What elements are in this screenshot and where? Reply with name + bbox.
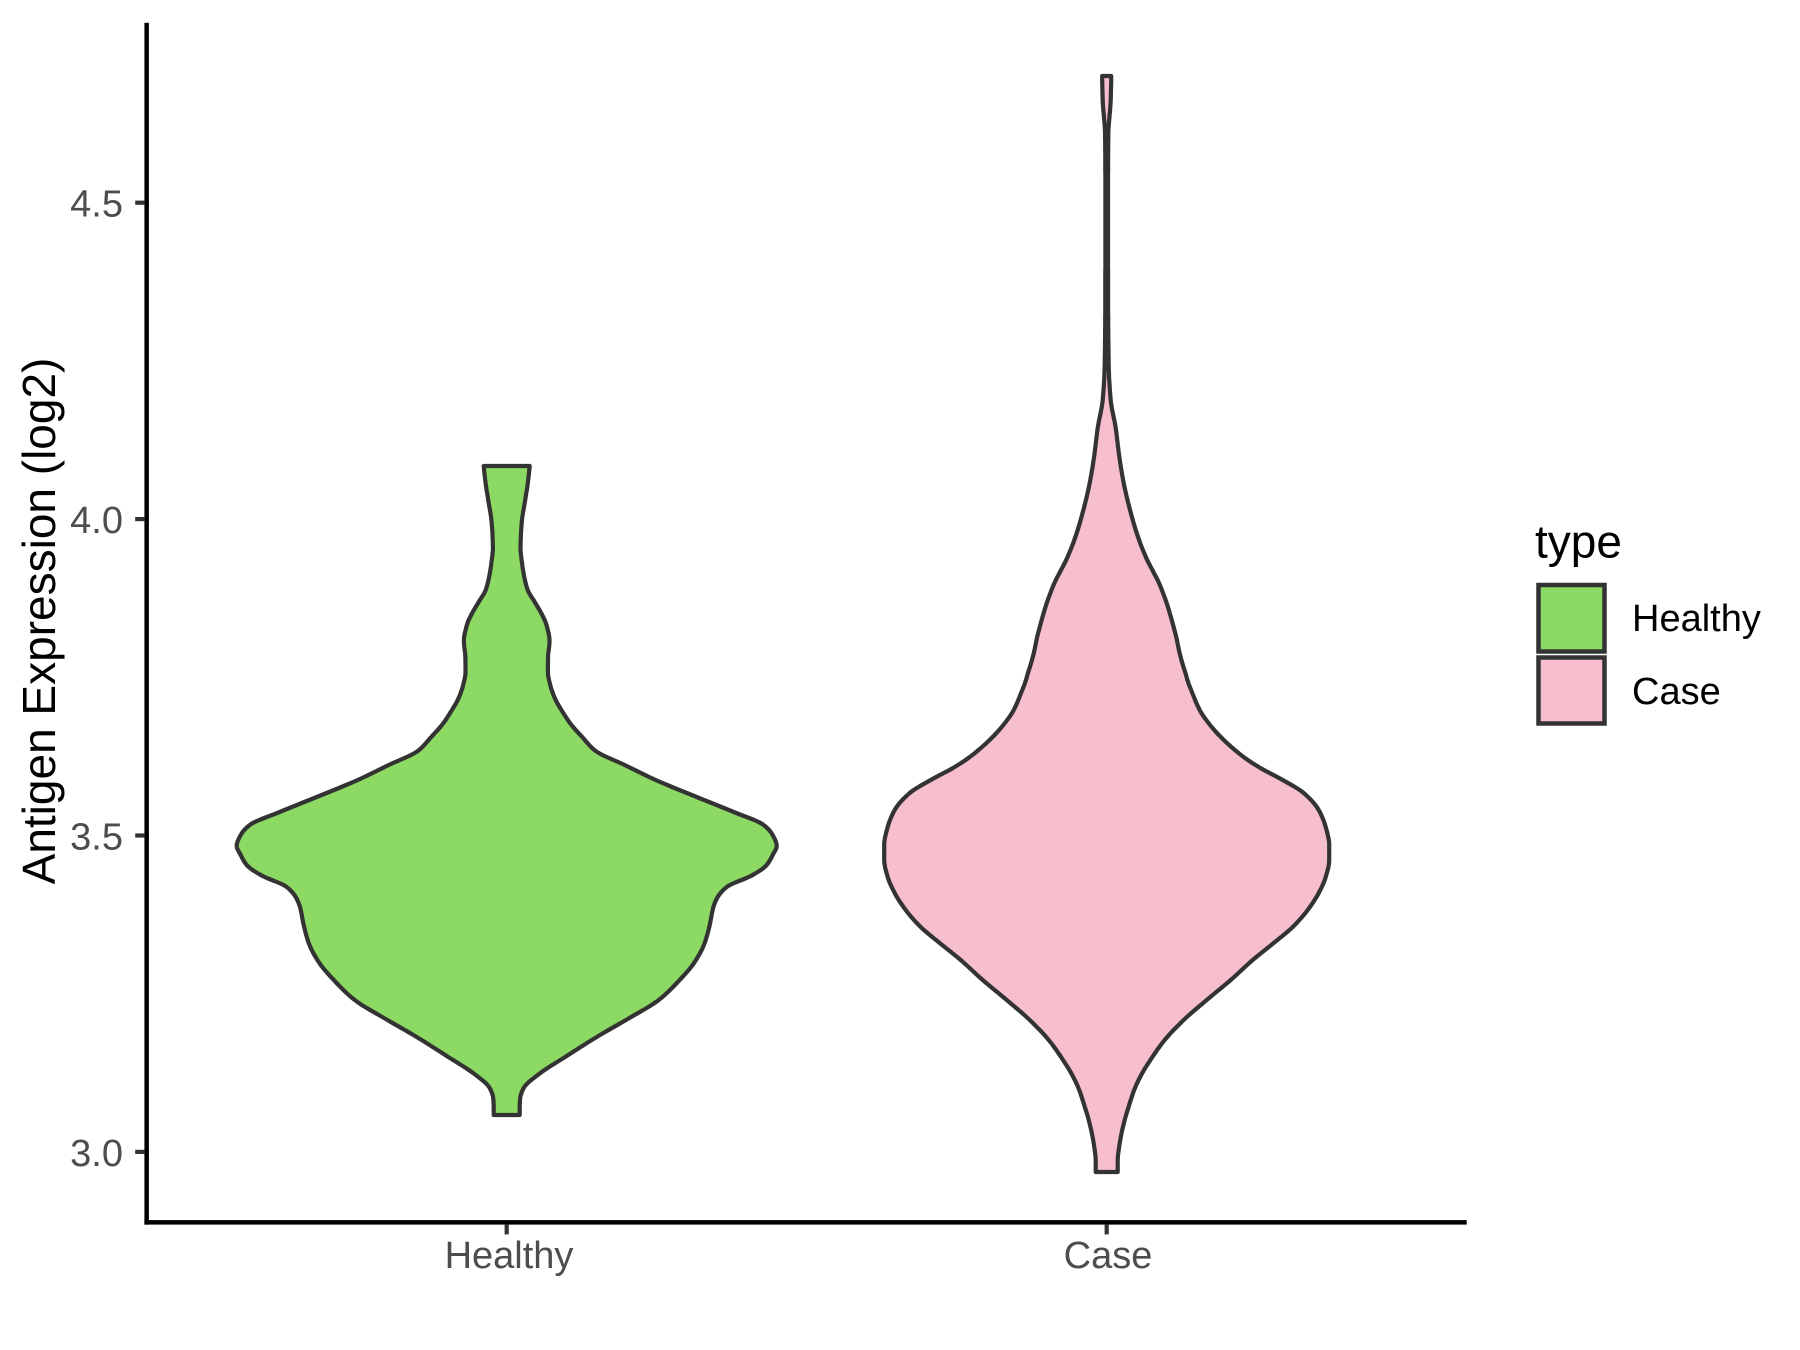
svg-text:Healthy: Healthy <box>1632 598 1761 640</box>
svg-text:type: type <box>1535 516 1622 568</box>
svg-text:Case: Case <box>1632 671 1721 713</box>
svg-text:Healthy: Healthy <box>445 1235 574 1277</box>
svg-text:Antigen Expression (log2): Antigen Expression (log2) <box>13 358 65 885</box>
svg-text:Case: Case <box>1064 1235 1153 1277</box>
svg-text:4.5: 4.5 <box>70 184 123 226</box>
svg-text:3.0: 3.0 <box>70 1133 123 1175</box>
svg-text:4.0: 4.0 <box>70 500 123 542</box>
svg-text:3.5: 3.5 <box>70 817 123 859</box>
